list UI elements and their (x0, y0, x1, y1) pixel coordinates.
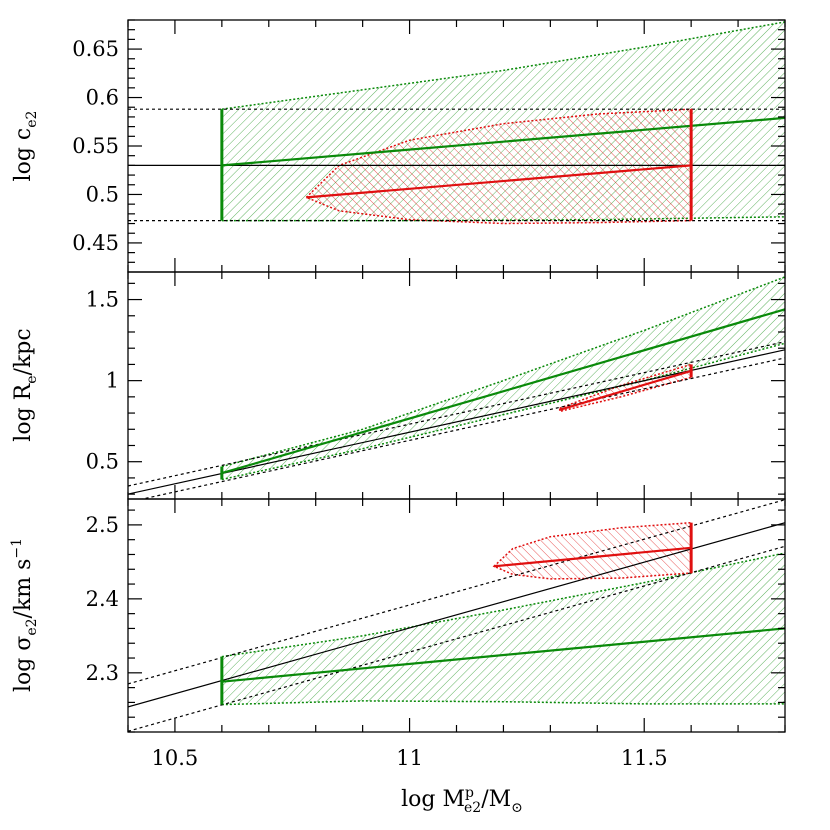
ylabel-middle: log Re/kpc (11, 328, 40, 441)
xtick-label: 10.5 (152, 746, 199, 770)
xlabel-main: log M (401, 787, 465, 812)
green-band-lower-middle (221, 342, 785, 481)
green-band-upper-middle (221, 276, 785, 468)
red-band-top (304, 108, 692, 225)
xtick-label: 11 (396, 746, 423, 770)
panel-bottom: 2.3 2.4 2.5 10.5 11 11.5 (86, 498, 786, 770)
green-band-bottom (221, 553, 785, 705)
xlabel-sub2: ⊙ (511, 800, 523, 816)
red-line-top (306, 164, 692, 199)
green-band-middle (221, 276, 785, 480)
plot-area-middle (128, 276, 785, 499)
ytick-label-middle: 1 (106, 369, 119, 393)
ytick-label-bottom: 2.4 (86, 587, 119, 611)
xlabel-sup: p (465, 785, 474, 801)
ylabel-top-main: log c (11, 128, 36, 182)
red-line-bottom (493, 546, 692, 568)
ytick-label-middle: 1.5 (86, 288, 119, 312)
ytick-label-top: 0.5 (86, 182, 119, 206)
green-line-middle (221, 308, 785, 475)
ylabel-bottom-sub: e2 (24, 618, 40, 635)
reference-dotted-middle-1 (139, 357, 785, 499)
xlabel-suffix: /M (481, 787, 511, 812)
reference-line-bottom (128, 522, 785, 708)
ylabel-bottom: log σe2/km s−1 (9, 538, 40, 692)
panel-middle: 0.5 1 1.5 (86, 271, 786, 500)
green-band-lower-bottom (221, 700, 785, 706)
ytick-label-bottom: 2.3 (86, 661, 119, 685)
ylabel-bottom-sup: −1 (9, 538, 25, 559)
xlabel: log Mp e2/M⊙ (401, 785, 523, 816)
ytick-label-bottom: 2.5 (86, 513, 119, 537)
xtick-label: 11.5 (621, 746, 668, 770)
green-line-bottom (221, 627, 785, 683)
panel-top: 0.45 0.5 0.55 0.6 0.65 (72, 19, 786, 273)
ytick-label-top: 0.6 (86, 86, 119, 110)
ylabel-middle-main: log R (11, 382, 36, 441)
reference-dotted-middle-0 (128, 341, 785, 487)
red-band-bottom (492, 521, 692, 580)
ytick-label-top: 0.65 (72, 37, 119, 61)
ytick-label-top: 0.55 (72, 134, 119, 158)
ylabel-bottom-suffix: /km s (11, 559, 36, 619)
xlabel-sub: e2 (464, 800, 481, 816)
ylabel-bottom-main: log σ (11, 636, 36, 692)
ylabel-top: log ce2 (11, 111, 40, 182)
plot-area-bottom (128, 499, 785, 732)
plot-area-top (128, 21, 785, 225)
reference-line-middle (128, 349, 785, 495)
green-band-upper-top (221, 21, 785, 110)
ylabel-top-sub: e2 (24, 111, 40, 128)
ytick-label-top: 0.45 (72, 231, 119, 255)
ylabel-middle-sub: e (24, 375, 40, 383)
ytick-label-middle: 0.5 (86, 450, 119, 474)
ylabel-middle-suffix: /kpc (11, 328, 36, 375)
red-line-middle (559, 369, 692, 411)
